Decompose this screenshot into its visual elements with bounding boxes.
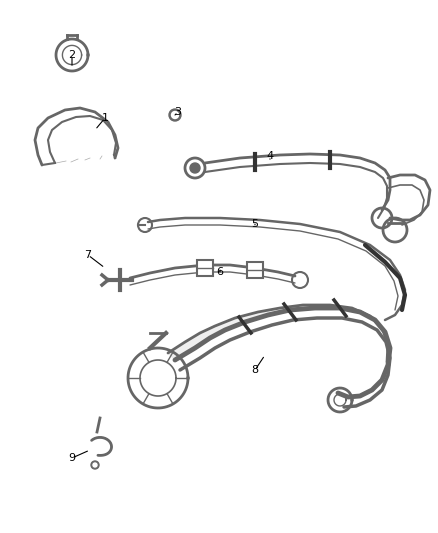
Text: 9: 9 xyxy=(68,453,76,463)
FancyBboxPatch shape xyxy=(197,260,213,276)
Text: 5: 5 xyxy=(251,219,258,229)
Polygon shape xyxy=(168,305,385,360)
Text: 7: 7 xyxy=(85,250,92,260)
Text: 1: 1 xyxy=(102,113,109,123)
Text: 8: 8 xyxy=(251,365,258,375)
Circle shape xyxy=(172,111,179,118)
Text: 4: 4 xyxy=(266,151,274,161)
Circle shape xyxy=(93,463,97,467)
Circle shape xyxy=(169,109,181,121)
Text: 2: 2 xyxy=(68,50,76,60)
Text: 6: 6 xyxy=(216,267,223,277)
Circle shape xyxy=(190,163,200,173)
Text: 3: 3 xyxy=(174,107,181,117)
Circle shape xyxy=(91,461,99,469)
FancyBboxPatch shape xyxy=(247,262,263,278)
